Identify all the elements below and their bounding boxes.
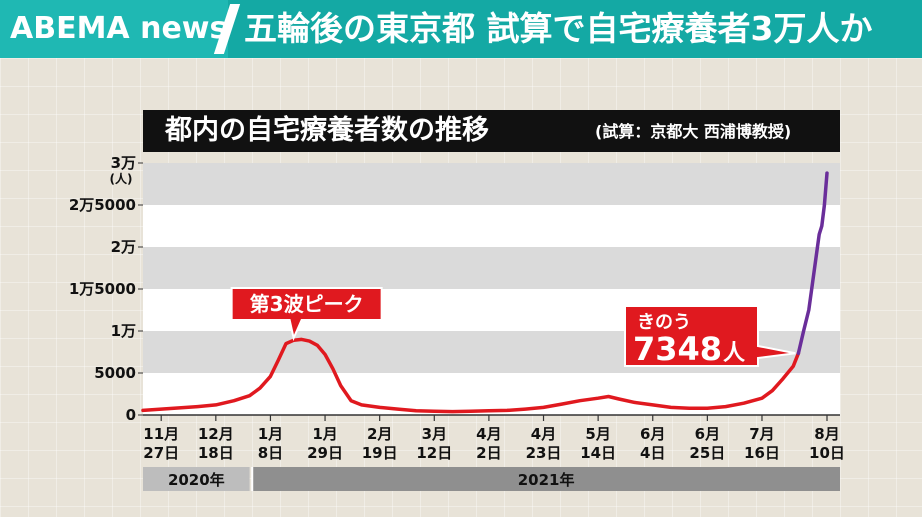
yesterday-value: 7348 [633, 330, 722, 368]
x-tick-day: 2日 [476, 444, 501, 462]
header-bar: ABEMA news 五輪後の東京都 試算で自宅療養者3万人か [0, 0, 922, 58]
plot-band [143, 373, 840, 415]
chart-title-bar: 都内の自宅療養者数の推移 (試算：京都大 西浦博教授) [143, 110, 840, 152]
x-tick-month: 1月 [258, 425, 283, 443]
yesterday-label: きのう [637, 312, 691, 333]
x-tick-day: 8日 [258, 444, 283, 462]
x-tick-month: 6月 [640, 425, 665, 443]
x-tick-day: 23日 [526, 444, 562, 462]
yesterday-unit: 人 [723, 341, 745, 366]
y-axis-unit: (人) [110, 171, 133, 186]
chart-subtitle: (試算：京都大 西浦博教授) [595, 122, 792, 141]
y-tick-label: 2万5000 [69, 196, 136, 214]
y-tick-label: 1万5000 [69, 280, 136, 298]
plot-band [143, 163, 840, 205]
plot-band [143, 205, 840, 247]
x-tick-month: 6月 [695, 425, 720, 443]
x-tick-day: 29日 [307, 444, 343, 462]
x-tick-month: 5月 [585, 425, 610, 443]
x-tick-month: 4月 [476, 425, 501, 443]
x-tick-day: 27日 [143, 444, 179, 462]
y-tick-label: 5000 [94, 364, 136, 382]
yesterday-callout-box [624, 305, 796, 367]
x-tick-day: 10日 [809, 444, 845, 462]
peak-callout-box [230, 287, 383, 342]
year-band [143, 467, 250, 491]
x-tick-month: 7月 [749, 425, 774, 443]
x-tick-month: 2月 [367, 425, 392, 443]
y-tick-label: 2万 [111, 238, 136, 256]
x-tick-day: 4日 [640, 444, 665, 462]
series-line-red [141, 337, 801, 414]
series-line-purple [796, 171, 829, 356]
year-label: 2020年 [168, 471, 225, 489]
peak-callout-text: 第3波ピーク [250, 292, 364, 316]
x-tick-day: 16日 [744, 444, 780, 462]
chart-title: 都内の自宅療養者数の推移 [165, 115, 489, 146]
x-tick-day: 25日 [689, 444, 725, 462]
headline: 五輪後の東京都 試算で自宅療養者3万人か [244, 9, 873, 48]
x-tick-month: 12月 [198, 425, 234, 443]
x-tick-day: 19日 [362, 444, 398, 462]
y-tick-label: 3万 [111, 154, 136, 172]
year-band [252, 467, 841, 491]
x-tick-month: 11月 [143, 425, 179, 443]
x-tick-month: 8月 [814, 425, 839, 443]
x-tick-day: 12日 [416, 444, 452, 462]
x-tick-month: 1月 [312, 425, 337, 443]
abema-news-logo: ABEMA news [0, 0, 228, 58]
y-tick-label: 0 [126, 406, 136, 424]
y-tick-label: 1万 [111, 322, 136, 340]
x-tick-day: 18日 [198, 444, 234, 462]
plot-band [143, 247, 840, 289]
x-tick-month: 4月 [531, 425, 556, 443]
year-label: 2021年 [518, 471, 575, 489]
x-tick-day: 14日 [580, 444, 616, 462]
x-tick-month: 3月 [422, 425, 447, 443]
